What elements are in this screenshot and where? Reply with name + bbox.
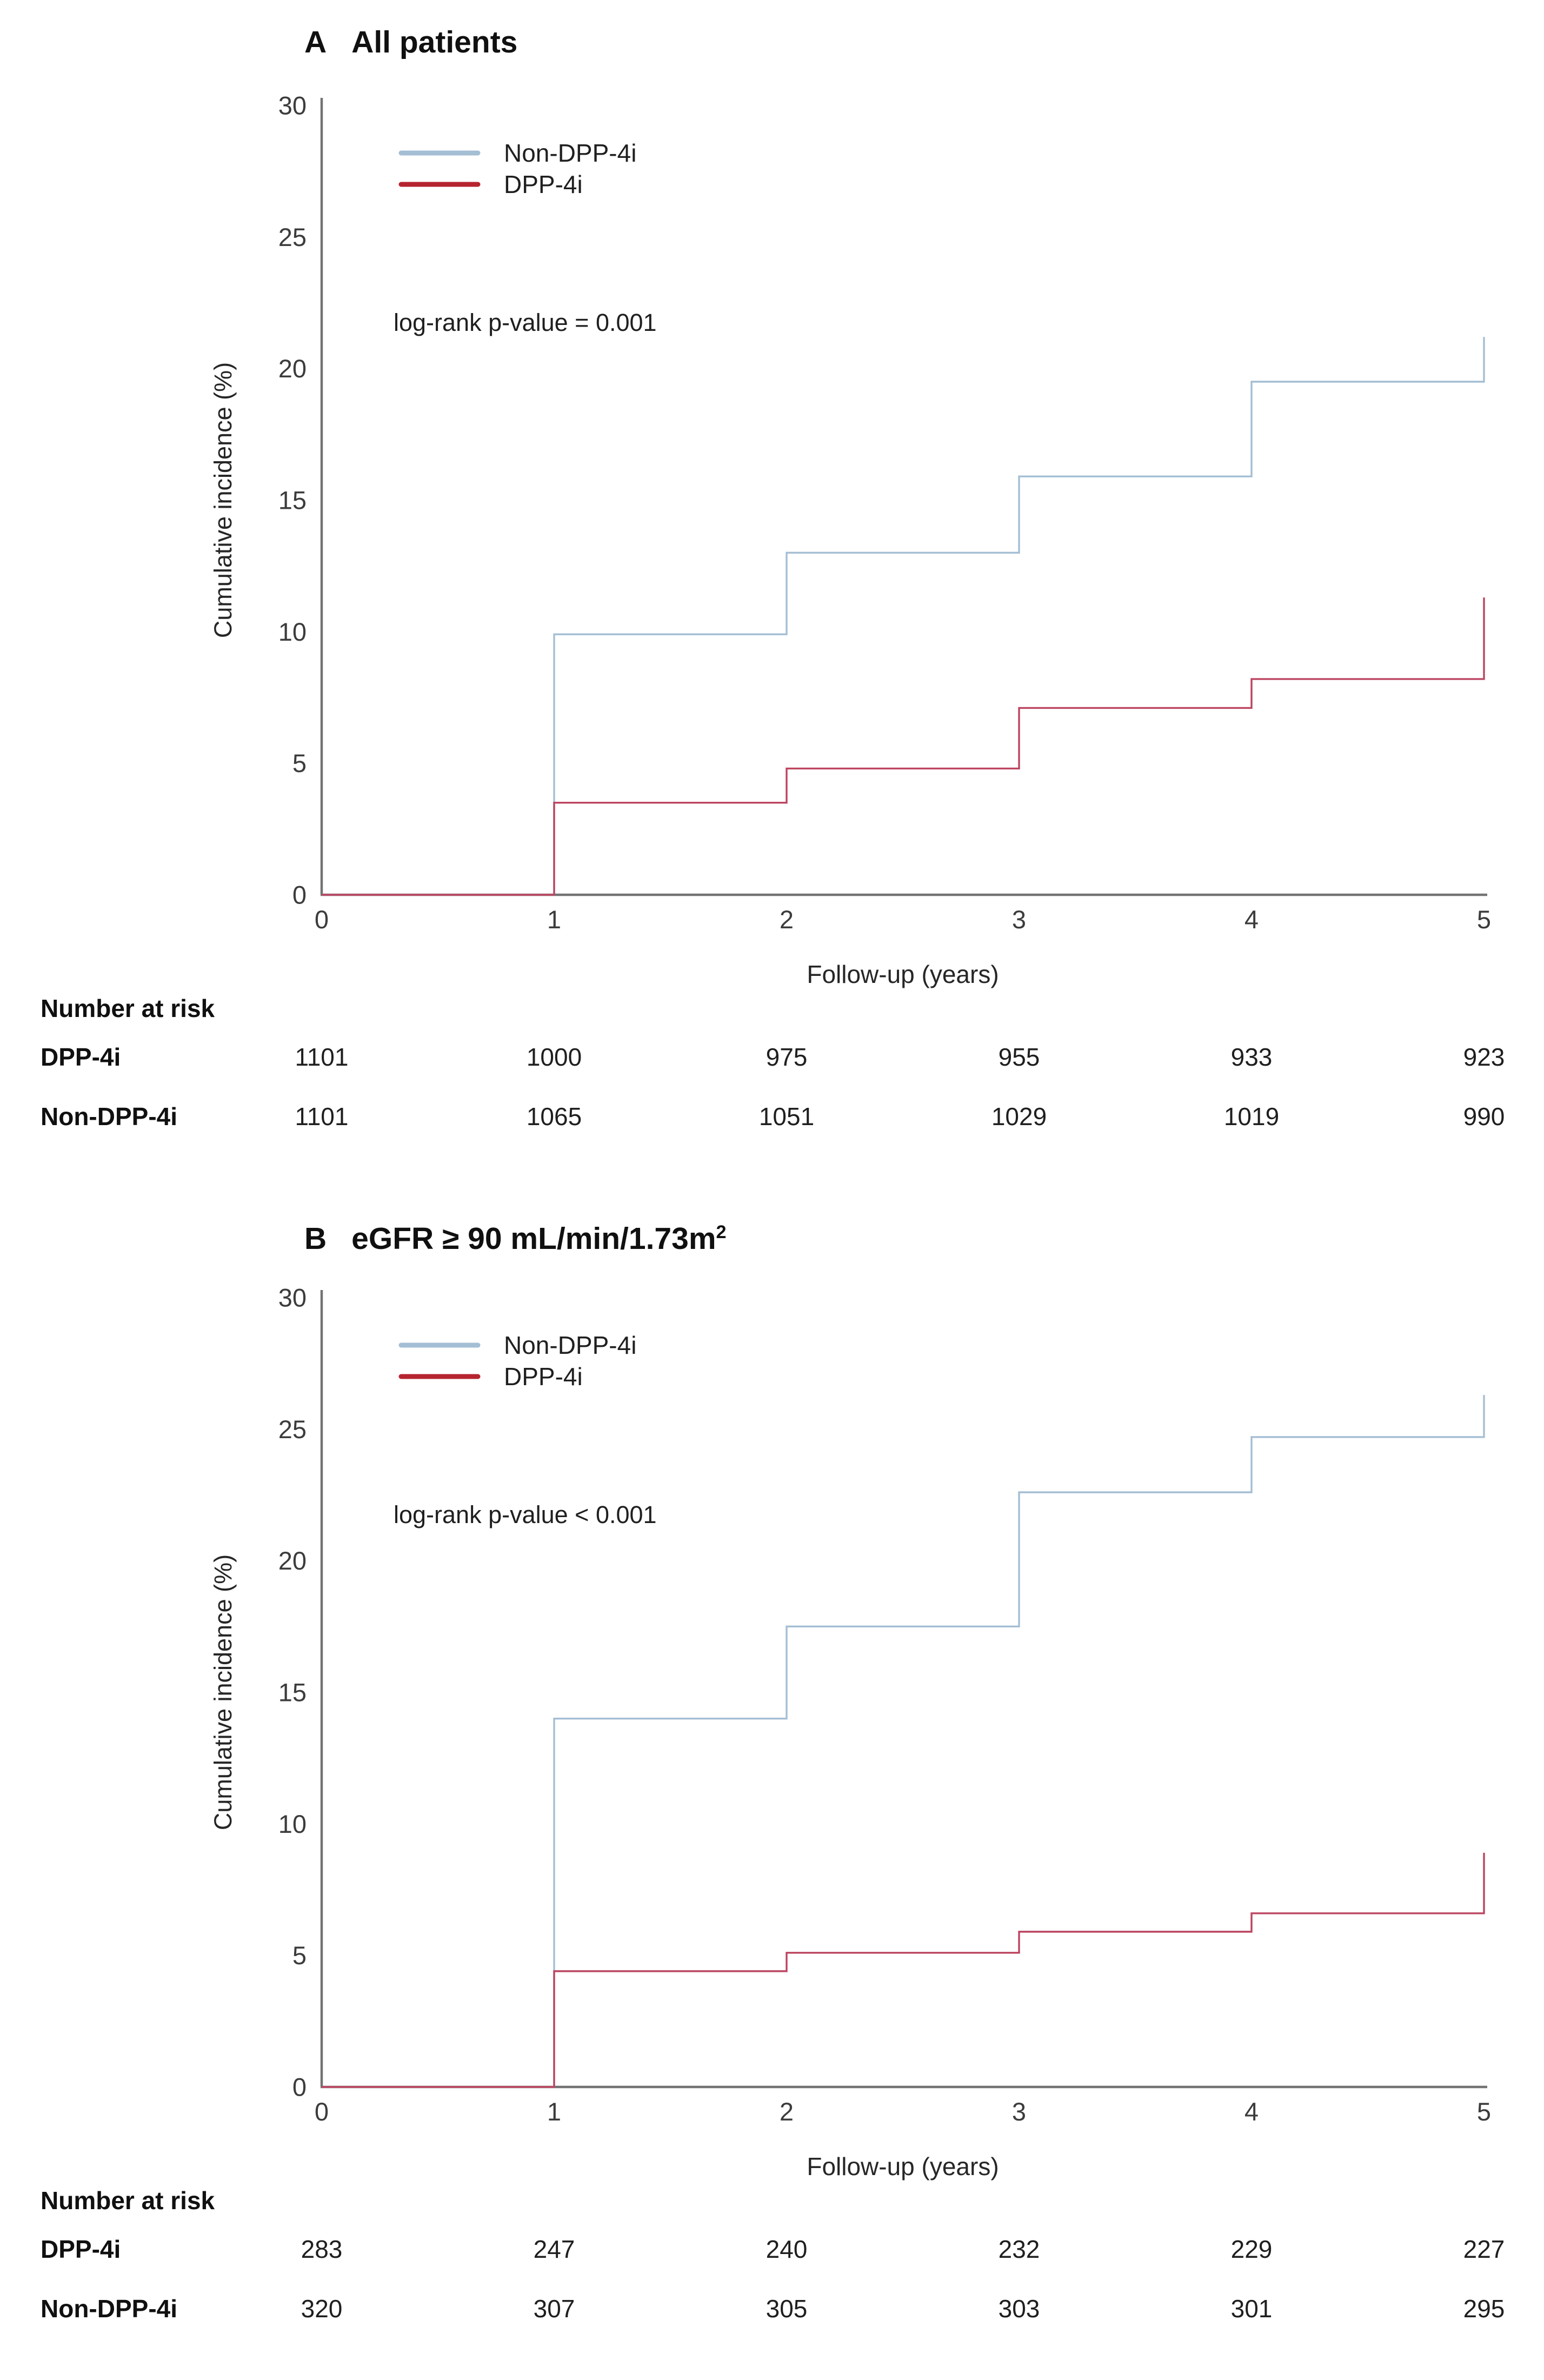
risk-row-label: Non-DPP-4i bbox=[41, 2295, 177, 2323]
risk-row: Non-DPP-4i 320 307 305 303 301 295 bbox=[0, 2294, 1544, 2326]
risk-row-label: DPP-4i bbox=[41, 2235, 121, 2263]
risk-row-values: 1101 1000 975 955 933 923 bbox=[0, 1042, 1544, 1075]
y-tick-label: 30 bbox=[278, 1284, 307, 1312]
risk-value: 229 bbox=[1230, 2235, 1273, 2263]
x-tick-label: 1 bbox=[547, 905, 561, 934]
risk-row: DPP-4i 1101 1000 975 955 933 923 bbox=[0, 1042, 1544, 1075]
risk-value: 1000 bbox=[526, 1043, 582, 1071]
risk-row-values: 283 247 240 232 229 227 bbox=[0, 2235, 1544, 2267]
risk-value: 247 bbox=[533, 2235, 575, 2263]
x-tick-label: 3 bbox=[1012, 905, 1026, 934]
panel-title-text: All patients bbox=[351, 25, 518, 59]
risk-value: 990 bbox=[1463, 1102, 1505, 1131]
y-tick-label: 0 bbox=[292, 2073, 307, 2102]
y-tick-label: 5 bbox=[292, 1941, 307, 1970]
risk-value: 240 bbox=[766, 2235, 808, 2263]
risk-value: 1019 bbox=[1223, 1102, 1280, 1131]
pvalue-annotation: log-rank p-value < 0.001 bbox=[394, 1501, 657, 1528]
x-tick-label: 5 bbox=[1477, 2097, 1491, 2126]
x-tick-label: 5 bbox=[1477, 905, 1491, 934]
y-axis-title: Cumulative incidence (%) bbox=[209, 362, 237, 638]
curve-non-dpp-4i bbox=[322, 1395, 1485, 2088]
risk-value: 295 bbox=[1463, 2295, 1505, 2323]
risk-value: 1065 bbox=[526, 1102, 582, 1131]
y-tick-label: 5 bbox=[292, 749, 307, 777]
y-tick-label: 15 bbox=[278, 486, 307, 515]
title-superscript: 2 bbox=[716, 1222, 727, 1242]
risk-row: DPP-4i 283 247 240 232 229 227 bbox=[0, 2235, 1544, 2267]
panel-a-title: A All patients bbox=[304, 24, 517, 60]
y-tick-label: 15 bbox=[278, 1678, 307, 1707]
risk-value: 1029 bbox=[991, 1102, 1047, 1131]
x-tick-label: 3 bbox=[1012, 2097, 1026, 2126]
risk-row: Non-DPP-4i 1101 1065 1051 1029 1019 990 bbox=[0, 1102, 1544, 1134]
panel-a-chart: 0 5 10 15 20 25 30 0 1 2 3 4 5 Cumulative incidence (… bbox=[209, 91, 1491, 934]
x-tick-label: 2 bbox=[780, 2097, 794, 2126]
x-tick-label: 2 bbox=[780, 905, 794, 934]
number-at-risk-header: Number at risk bbox=[41, 2186, 215, 2215]
risk-value: 301 bbox=[1230, 2295, 1273, 2323]
x-tick-label: 0 bbox=[315, 2097, 329, 2126]
risk-value: 1101 bbox=[295, 1043, 349, 1071]
x-axis-title: Follow-up (years) bbox=[807, 2152, 999, 2180]
legend-label: DPP-4i bbox=[504, 1362, 583, 1391]
x-axis-title: Follow-up (years) bbox=[807, 960, 999, 988]
y-axis-title: Cumulative incidence (%) bbox=[209, 1554, 237, 1830]
risk-value: 305 bbox=[766, 2295, 808, 2323]
x-tick-label: 4 bbox=[1244, 905, 1259, 934]
risk-row-values: 320 307 305 303 301 295 bbox=[0, 2294, 1544, 2326]
y-tick-label: 20 bbox=[278, 354, 307, 383]
y-tick-label: 10 bbox=[278, 617, 307, 646]
panel-letter: A bbox=[304, 25, 327, 59]
panel-letter: B bbox=[304, 1221, 327, 1256]
curve-dpp-4i bbox=[322, 1852, 1485, 2088]
number-at-risk-header: Number at risk bbox=[41, 994, 215, 1022]
panel-b-chart: 0 5 10 15 20 25 30 0 1 2 3 4 5 Cumulative incidence (… bbox=[209, 1284, 1491, 2126]
risk-value: 1101 bbox=[295, 1102, 349, 1131]
risk-value: 320 bbox=[301, 2295, 343, 2323]
risk-value: 923 bbox=[1463, 1043, 1505, 1071]
risk-row-label: DPP-4i bbox=[41, 1043, 121, 1071]
legend-label: Non-DPP-4i bbox=[504, 139, 636, 167]
y-tick-label: 0 bbox=[292, 881, 307, 909]
y-tick-label: 10 bbox=[278, 1810, 307, 1838]
risk-value: 307 bbox=[533, 2295, 575, 2323]
x-tick-label: 0 bbox=[315, 905, 329, 934]
risk-row-values: 1101 1065 1051 1029 1019 990 bbox=[0, 1102, 1544, 1134]
x-tick-label: 4 bbox=[1244, 2097, 1259, 2126]
y-tick-label: 30 bbox=[278, 91, 307, 120]
risk-value: 303 bbox=[998, 2295, 1040, 2323]
risk-value: 283 bbox=[301, 2235, 343, 2263]
legend-label: DPP-4i bbox=[504, 170, 583, 198]
y-tick-label: 25 bbox=[278, 223, 307, 251]
y-tick-label: 20 bbox=[278, 1546, 307, 1575]
risk-value: 955 bbox=[998, 1043, 1040, 1071]
x-tick-label: 1 bbox=[547, 2097, 561, 2126]
legend-label: Non-DPP-4i bbox=[504, 1331, 636, 1359]
risk-value: 232 bbox=[998, 2235, 1040, 2263]
panel-title-text: eGFR ≥ 90 mL/min/1.73m2 bbox=[351, 1221, 727, 1256]
risk-value: 975 bbox=[766, 1043, 808, 1071]
curve-dpp-4i bbox=[322, 597, 1485, 896]
risk-value: 933 bbox=[1230, 1043, 1273, 1071]
panel-b-title: B eGFR ≥ 90 mL/min/1.73m2 bbox=[304, 1221, 727, 1257]
y-tick-label: 25 bbox=[278, 1415, 307, 1444]
risk-value: 227 bbox=[1463, 2235, 1505, 2263]
risk-value: 1051 bbox=[758, 1102, 815, 1131]
risk-row-label: Non-DPP-4i bbox=[41, 1102, 177, 1131]
curve-non-dpp-4i bbox=[322, 337, 1485, 896]
pvalue-annotation: log-rank p-value = 0.001 bbox=[394, 309, 657, 336]
